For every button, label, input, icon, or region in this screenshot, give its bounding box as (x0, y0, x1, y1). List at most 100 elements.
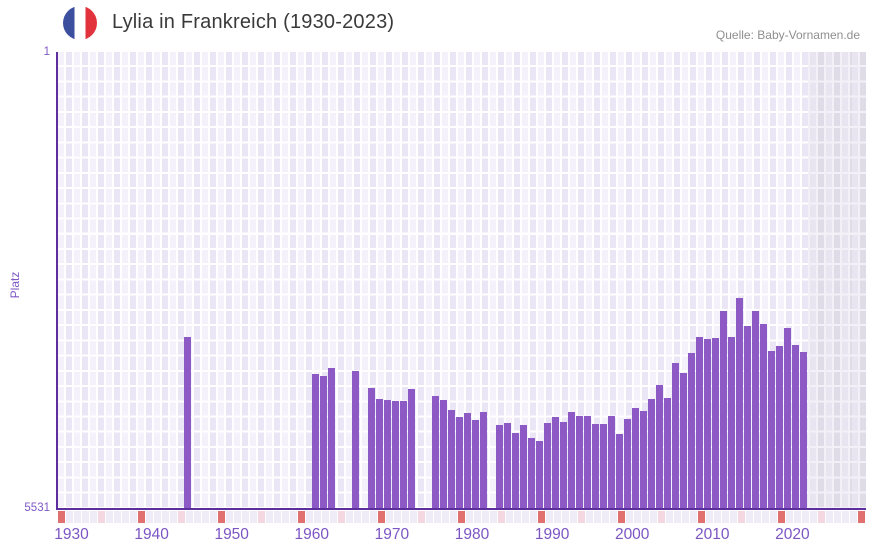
bar-2011[interactable] (720, 311, 728, 509)
bar-2021[interactable] (800, 351, 808, 509)
bar-1993[interactable] (576, 415, 584, 509)
year-strip-cell-plain (682, 511, 689, 523)
x-axis-tick-1950: 1950 (214, 526, 249, 543)
bar-2003[interactable] (656, 385, 664, 509)
bar-1983[interactable] (496, 425, 503, 509)
year-strip-cell-plain (370, 511, 377, 523)
bar-1975[interactable] (431, 396, 439, 509)
year-strip-cell-plain (170, 511, 177, 523)
bar-1978[interactable] (456, 417, 463, 509)
bar-1988[interactable] (536, 441, 544, 509)
bar-1976[interactable] (440, 399, 447, 509)
year-strip-cell-plain (626, 511, 633, 523)
bar-2007[interactable] (688, 353, 696, 509)
year-strip-cell-plain (226, 511, 233, 523)
plot-area (58, 52, 866, 509)
y-axis-line (56, 52, 58, 510)
year-strip-cell-plain (266, 511, 273, 523)
bar-1981[interactable] (480, 411, 487, 509)
year-strip-cell-plain (322, 511, 329, 523)
bar-2016[interactable] (760, 323, 768, 509)
year-strip-cell-plain (114, 511, 121, 523)
bar-2018[interactable] (776, 346, 784, 509)
bar-2020[interactable] (792, 344, 800, 509)
bar-1972[interactable] (407, 389, 415, 509)
bar-2004[interactable] (664, 398, 672, 509)
year-strip-cell-plain (770, 511, 777, 523)
bar-1977[interactable] (448, 409, 455, 509)
year-strip-cell-pink (498, 511, 505, 523)
bar-1970[interactable] (391, 401, 399, 509)
year-strip-cell-plain (746, 511, 753, 523)
bar-2010[interactable] (712, 337, 720, 509)
bar-2008[interactable] (696, 337, 704, 509)
year-strip-cell-plain (474, 511, 481, 523)
bar-1984[interactable] (504, 423, 511, 509)
year-strip-cell-pink (338, 511, 345, 523)
year-strip-cell-plain (154, 511, 161, 523)
bar-2017[interactable] (768, 351, 776, 509)
bar-2002[interactable] (648, 399, 656, 509)
year-strip-cell-red (858, 511, 865, 523)
bar-2019[interactable] (784, 327, 792, 509)
bar-1990[interactable] (552, 417, 560, 509)
year-strip-cell-plain (826, 511, 833, 523)
chart-title: Lylia in Frankreich (1930-2023) (112, 11, 395, 33)
bar-2005[interactable] (672, 363, 680, 509)
bar-1996[interactable] (600, 424, 608, 509)
bar-1962[interactable] (327, 368, 335, 509)
bar-1992[interactable] (568, 411, 576, 509)
x-axis-tick-1960: 1960 (294, 526, 330, 543)
bar-2001[interactable] (640, 411, 648, 509)
year-strip-cell-plain (490, 511, 497, 523)
bar-1998[interactable] (616, 434, 624, 509)
year-strip-cell-plain (210, 511, 217, 523)
bar-1968[interactable] (375, 399, 383, 509)
year-strip-cell-red (58, 511, 65, 523)
bar-1985[interactable] (512, 432, 520, 509)
bar-1997[interactable] (608, 415, 616, 509)
bar-2009[interactable] (704, 339, 712, 509)
bar-1989[interactable] (544, 423, 552, 509)
bar-2012[interactable] (728, 337, 736, 509)
x-axis-tick-1980: 1980 (454, 526, 490, 543)
year-strip-cell-plain (706, 511, 713, 523)
bar-1995[interactable] (592, 424, 600, 509)
bar-1987[interactable] (528, 437, 536, 509)
year-strip-cell-plain (602, 511, 609, 523)
bar-1979[interactable] (464, 413, 471, 509)
x-axis-tick-1990: 1990 (534, 526, 570, 543)
bar-1994[interactable] (584, 415, 592, 509)
x-axis-tick-1930: 1930 (54, 526, 89, 543)
year-strip-cell-plain (194, 511, 201, 523)
year-strip-cell-plain (674, 511, 681, 523)
bar-1960[interactable] (311, 374, 319, 509)
bar-1944[interactable] (183, 337, 191, 509)
x-axis-tick-1940: 1940 (134, 526, 169, 543)
year-strip-cell-pink (258, 511, 265, 523)
bar-1967[interactable] (367, 387, 375, 509)
year-strip-cell-plain (314, 511, 321, 523)
bar-2006[interactable] (680, 373, 688, 509)
year-strip-cell-plain (810, 511, 817, 523)
year-strip-cell-plain (242, 511, 249, 523)
bar-2014[interactable] (744, 325, 752, 509)
bar-1980[interactable] (472, 420, 479, 509)
bar-1991[interactable] (560, 422, 568, 509)
bar-2000[interactable] (632, 408, 640, 509)
y-axis-tick-top: 1 (43, 46, 50, 58)
bar-1965[interactable] (351, 370, 359, 509)
year-strip-cell-pink (658, 511, 665, 523)
bar-2013[interactable] (736, 298, 744, 509)
bar-2015[interactable] (752, 311, 760, 509)
year-strip-cell-plain (426, 511, 433, 523)
year-strip-cell-plain (650, 511, 657, 523)
bar-1969[interactable] (383, 399, 391, 509)
year-strip-cell-plain (330, 511, 337, 523)
year-strip-cell-plain (434, 511, 441, 523)
bar-1999[interactable] (624, 418, 632, 509)
x-axis-tick-2010: 2010 (695, 526, 730, 543)
bar-1986[interactable] (520, 425, 528, 509)
bar-1971[interactable] (399, 401, 407, 509)
bar-1961[interactable] (319, 375, 327, 509)
